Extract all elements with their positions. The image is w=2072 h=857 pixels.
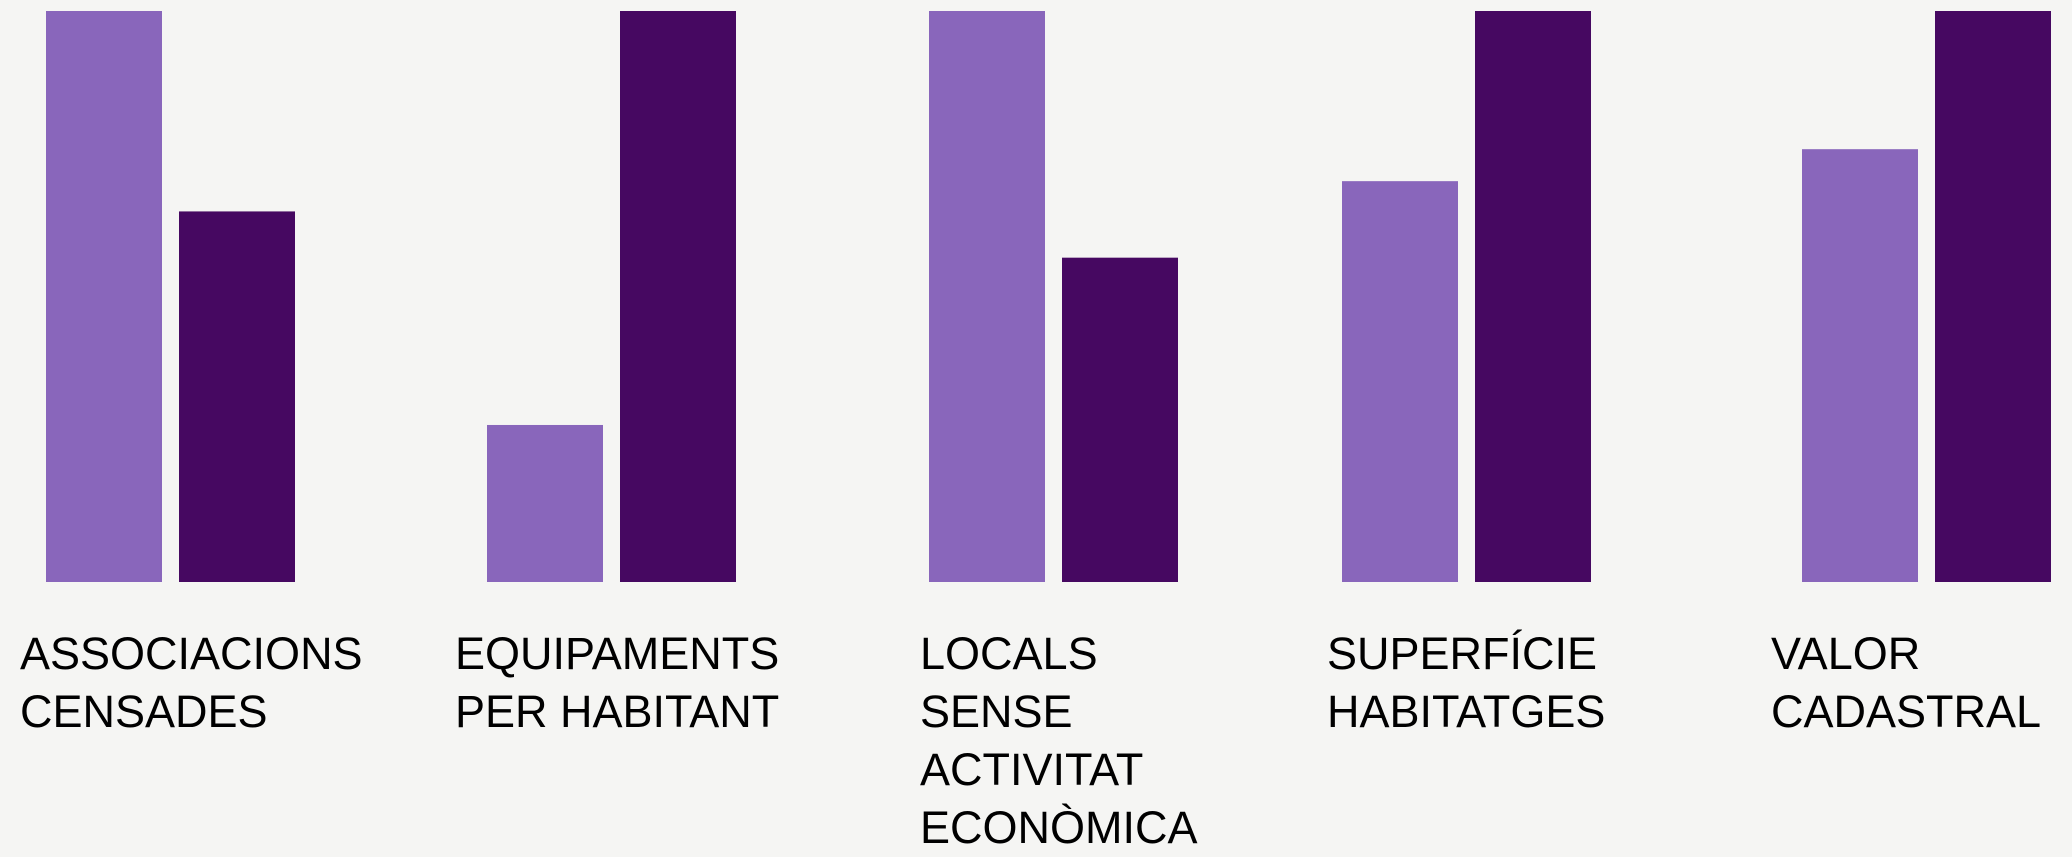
bar-associacions-series-2 <box>179 211 295 582</box>
category-label-associacions: ASSOCIACIONS CENSADES <box>20 628 363 737</box>
category-label-superficie: SUPERFÍCIE HABITATGES <box>1327 628 1606 737</box>
bar-locals-series-1 <box>929 11 1045 582</box>
category-label-equipaments: EQUIPAMENTS PER HABITANT <box>455 628 780 737</box>
bar-equipaments-series-1 <box>487 424 603 582</box>
bar-associacions-series-1 <box>46 11 162 582</box>
bar-superficie-series-1 <box>1342 181 1458 582</box>
category-label-locals: LOCALS SENSE ACTIVITAT ECONÒMICA <box>920 628 1198 853</box>
bars-group <box>46 11 2051 582</box>
bar-valor-series-1 <box>1802 149 1918 582</box>
bar-valor-series-2 <box>1935 11 2051 582</box>
bar-equipaments-series-2 <box>620 11 736 582</box>
category-label-valor: VALOR CADASTRAL <box>1771 628 2042 737</box>
bar-superficie-series-2 <box>1475 11 1591 582</box>
bar-locals-series-2 <box>1062 257 1178 582</box>
